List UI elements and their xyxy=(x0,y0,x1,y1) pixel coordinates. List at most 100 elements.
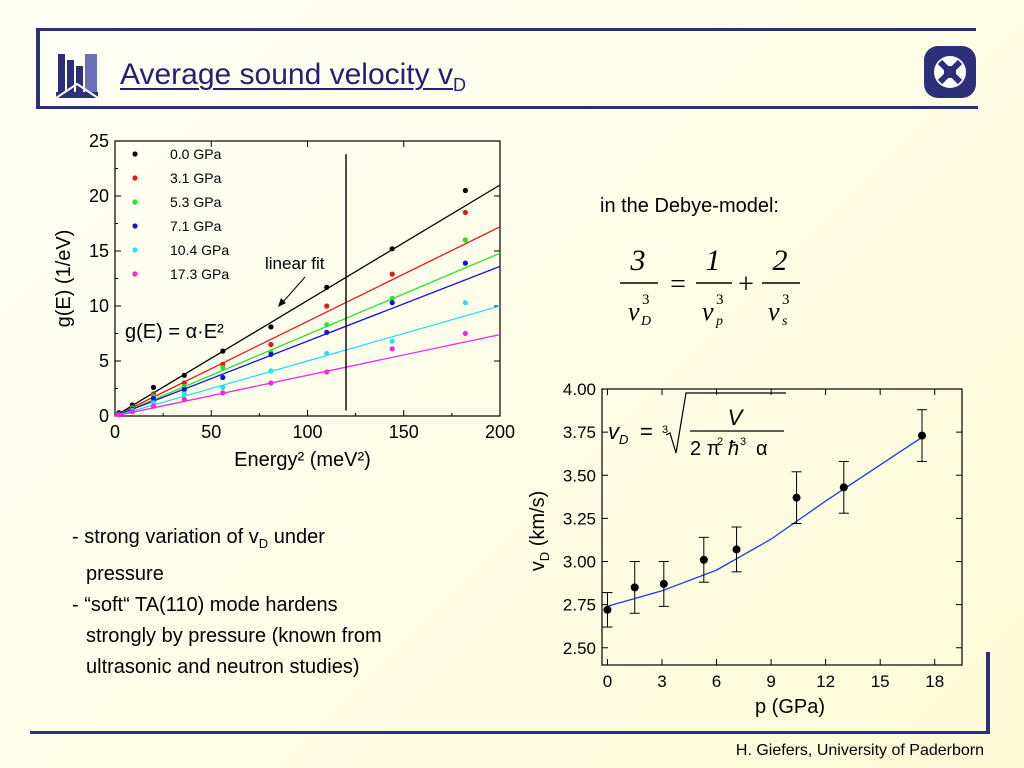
data-point xyxy=(324,329,330,335)
svg-text:V: V xyxy=(728,405,745,430)
svg-text:v: v xyxy=(628,297,640,326)
y-tick-label: 15 xyxy=(89,241,109,261)
data-point xyxy=(389,271,395,277)
data-point xyxy=(220,374,226,381)
bullet-2-line-2: strongly by pressure (known from xyxy=(86,625,382,647)
data-point xyxy=(268,324,274,330)
data-point xyxy=(116,412,122,418)
y-tick-label: 0 xyxy=(99,406,109,426)
data-point xyxy=(389,346,395,352)
data-point xyxy=(462,260,468,266)
svg-text:v: v xyxy=(608,419,621,444)
data-point xyxy=(389,295,395,301)
y-tick-label: 3.25 xyxy=(563,509,596,528)
data-point xyxy=(181,391,187,397)
notes-list: - strong variation of vD under pressure … xyxy=(72,522,492,683)
data-point xyxy=(268,380,274,386)
data-point xyxy=(268,368,274,374)
debye-formula: 3 v 3 D = 1 v 3 p + 2 v 3 s xyxy=(620,244,800,329)
data-point xyxy=(389,246,395,252)
footer-credit: H. Giefers, University of Paderborn xyxy=(735,742,984,759)
y-tick-label: 20 xyxy=(89,186,109,206)
y-tick-label: 4.00 xyxy=(563,380,596,399)
fit-line-3 xyxy=(114,265,501,417)
legend-label: 17.3 GPa xyxy=(170,266,229,282)
data-point xyxy=(324,303,330,309)
svg-text:3: 3 xyxy=(642,292,650,308)
data-point xyxy=(630,583,639,592)
svg-text:3: 3 xyxy=(740,436,746,448)
svg-text:s: s xyxy=(782,314,788,329)
title-divider xyxy=(36,106,978,109)
bullet-2: - “soft“ TA(110) mode hardens xyxy=(72,594,338,616)
data-point xyxy=(220,390,226,396)
fit-line-4 xyxy=(114,305,501,417)
svg-text:3: 3 xyxy=(716,292,724,308)
data-point xyxy=(324,322,330,328)
svg-text:D: D xyxy=(640,314,651,329)
svg-text:D: D xyxy=(619,432,628,447)
data-point xyxy=(792,493,801,502)
plot-frame xyxy=(601,388,963,666)
data-point xyxy=(918,431,926,440)
svg-text:ħ: ħ xyxy=(728,438,739,460)
data-point xyxy=(389,338,395,344)
y-tick-label: 25 xyxy=(89,131,109,151)
data-point xyxy=(324,284,330,290)
y-tick-label: 2.75 xyxy=(563,596,596,615)
x-tick-label: 12 xyxy=(816,672,835,691)
x-tick-label: 18 xyxy=(925,672,944,691)
data-point xyxy=(150,395,157,401)
svg-text:p: p xyxy=(715,314,723,329)
inset-formula: v D = 3 V2 π2 ħ 3 α xyxy=(608,392,786,460)
y-axis-label: vD (km/s) xyxy=(527,491,552,571)
x-tick-label: 0 xyxy=(110,422,120,442)
debye-model-label: in the Debye-model: xyxy=(600,195,779,217)
y-tick-label: 3.00 xyxy=(563,553,596,572)
fit-annotation: linear fit xyxy=(265,254,325,273)
legend-marker xyxy=(132,199,138,205)
svg-text:2 π: 2 π xyxy=(690,438,720,460)
svg-text:α: α xyxy=(756,438,768,460)
data-point xyxy=(181,387,187,393)
x-axis-label: p (GPa) xyxy=(755,696,825,718)
data-point xyxy=(324,350,330,356)
x-tick-label: 3 xyxy=(657,672,666,691)
data-point xyxy=(462,300,468,306)
svg-text:1: 1 xyxy=(706,244,721,277)
y-tick-label: 10 xyxy=(89,296,109,316)
x-tick-label: 150 xyxy=(389,422,419,442)
frame-right-bar xyxy=(986,652,990,734)
dos-chart: 0 50 100 150 200 0 5 10 15 20 25 Energy² (meV²) g(E)… xyxy=(53,131,515,471)
legend-marker xyxy=(132,223,138,229)
data-point xyxy=(462,187,468,194)
data-point xyxy=(389,300,395,306)
frame-top-bar xyxy=(36,28,976,31)
data-point xyxy=(181,396,187,403)
svg-text:=: = xyxy=(640,419,653,444)
data-point xyxy=(220,384,226,390)
data-point xyxy=(603,605,612,614)
data-point xyxy=(324,369,330,375)
legend-marker xyxy=(132,247,138,253)
legend-label: 0.0 GPa xyxy=(170,146,222,162)
data-point xyxy=(129,409,135,415)
x-tick-label: 50 xyxy=(201,422,221,442)
legend-marker xyxy=(132,151,138,157)
bullet-1: - strong variation of vD under xyxy=(72,526,325,551)
formula-annotation: g(E) = α·E² xyxy=(125,321,224,343)
svg-text:3: 3 xyxy=(662,424,668,436)
data-point xyxy=(181,372,187,378)
fit-line-2 xyxy=(114,252,501,417)
data-point xyxy=(462,209,468,216)
page-title: Average sound velocity vD xyxy=(120,58,466,95)
x-tick-label: 15 xyxy=(871,672,890,691)
data-point xyxy=(268,351,274,357)
y-tick-label: 2.50 xyxy=(563,639,596,658)
bullet-1-continued: pressure xyxy=(86,563,164,585)
velocity-chart: 0 3 6 9 12 15 18 2.50 2.75 3.00 3.25 3.50 3.75 4.00 p … xyxy=(527,380,963,718)
bullet-2-line-3: ultrasonic and neutron studies) xyxy=(86,656,360,678)
data-point xyxy=(150,384,157,390)
svg-text:v: v xyxy=(702,297,714,326)
data-point xyxy=(220,348,226,354)
